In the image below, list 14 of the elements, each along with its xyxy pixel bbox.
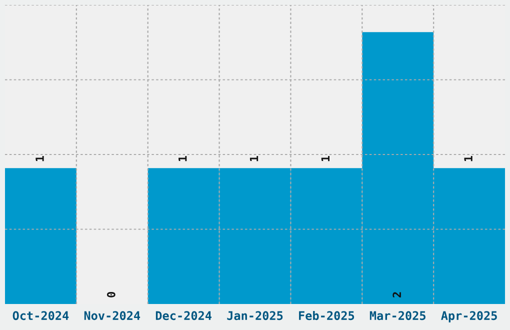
data-label: 0 xyxy=(106,292,116,298)
data-label: 1 xyxy=(36,156,44,162)
x-tick-label: Mar-2025 xyxy=(370,311,426,320)
x-tick-label: Dec-2024 xyxy=(156,311,212,320)
x-tick-label: Nov-2024 xyxy=(84,311,140,320)
x-tick-label: Oct-2024 xyxy=(12,311,69,320)
x-tick-label: Jan-2025 xyxy=(227,311,283,320)
data-label: 1 xyxy=(250,156,258,162)
data-label: 1 xyxy=(178,156,187,162)
x-tick-label: Apr-2025 xyxy=(441,311,497,322)
data-label: 1 xyxy=(321,156,330,162)
x-tick-label: Feb-2025 xyxy=(299,310,354,320)
data-label: 1 xyxy=(464,156,472,162)
data-label: 2 xyxy=(392,292,401,298)
